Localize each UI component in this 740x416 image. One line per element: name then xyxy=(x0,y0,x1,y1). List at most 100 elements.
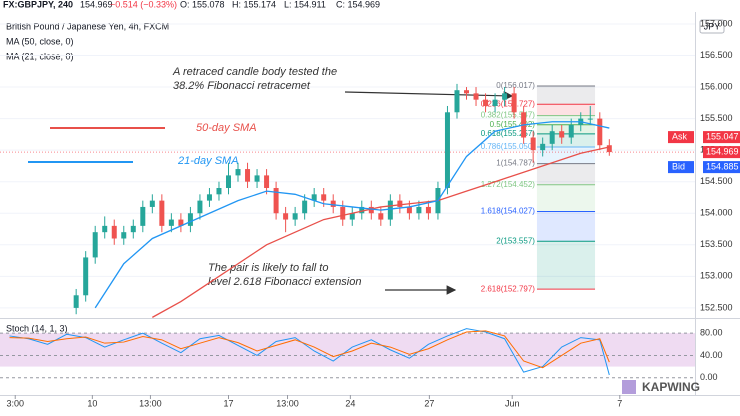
currency: JPY xyxy=(704,21,721,31)
chart-title: British Pound / Japanese Yen, 4h, FXCM xyxy=(6,21,169,31)
currency-box xyxy=(699,19,725,34)
y-tick-label: 152.500 xyxy=(700,302,733,312)
symbol: FX:GBPJPY, 240 xyxy=(3,0,73,9)
candle-body xyxy=(464,90,470,94)
stoch-line xyxy=(9,330,610,369)
price-label: 154.969 xyxy=(706,146,739,156)
header: FX:GBPJPY, 240 154.969 −0.514 (−0.33%) O… xyxy=(3,0,380,9)
candle-body xyxy=(140,206,146,226)
y-tick-label: 154.500 xyxy=(700,176,733,186)
candle-body xyxy=(187,213,193,226)
candle-body xyxy=(416,206,422,214)
y-tick-label: 0.00 xyxy=(700,372,718,382)
fib-label: 1(154.787) xyxy=(496,159,535,168)
candle-body xyxy=(254,175,260,182)
candle-body xyxy=(330,200,336,207)
ma-line xyxy=(94,121,610,309)
fib-band xyxy=(536,146,596,164)
candle-body xyxy=(302,200,308,214)
candle-body xyxy=(264,175,270,189)
candle-body xyxy=(92,232,98,258)
candle-body xyxy=(587,118,593,120)
candle-body xyxy=(197,200,203,214)
legend-entry: MA (50, close, 0) xyxy=(6,36,74,46)
candle-body xyxy=(444,112,450,189)
candle-body xyxy=(206,194,212,201)
candle-body xyxy=(359,206,365,214)
price-label-box xyxy=(703,161,740,174)
fib-band xyxy=(536,115,596,125)
candle-body xyxy=(406,206,412,214)
annotation: The pair is likely to fall to xyxy=(208,262,328,274)
candle-body xyxy=(273,188,279,214)
x-tick-label: 17 xyxy=(223,398,233,408)
candle-body xyxy=(102,225,108,233)
candle-body xyxy=(473,93,479,100)
y-tick-label: 154.000 xyxy=(700,208,733,218)
fib-label: 0.382(155.547) xyxy=(481,111,536,120)
fib-band xyxy=(536,184,596,212)
sma-label: 50-day SMA xyxy=(196,122,257,134)
fib-label: 1.618(154.027) xyxy=(481,207,536,216)
x-tick-label: Jun xyxy=(505,398,520,408)
candle-body xyxy=(159,200,165,226)
annotation: 38.2% Fibonacci retracemet xyxy=(173,80,311,92)
fib-band xyxy=(536,124,596,134)
candle-body xyxy=(606,145,612,153)
candle-body xyxy=(340,206,346,220)
fib-label: 0.618(155.257) xyxy=(481,129,536,138)
candle-body xyxy=(378,213,384,220)
y-tick-label: 40.00 xyxy=(700,350,723,360)
low: L: 154.911 xyxy=(284,0,326,9)
price-tag-box xyxy=(668,161,694,174)
candle-body xyxy=(483,99,489,106)
candle-body xyxy=(111,225,117,239)
candle-body xyxy=(530,137,536,151)
price-tag: Ask xyxy=(672,131,688,141)
candle-body xyxy=(83,257,89,296)
y-tick-label: 156.500 xyxy=(700,50,733,60)
candle-body xyxy=(549,131,555,144)
candle-body xyxy=(149,200,155,207)
candle-body xyxy=(245,169,251,182)
candle-body xyxy=(492,99,498,106)
annotation: A retraced candle body tested the xyxy=(172,66,337,78)
fib-band xyxy=(536,241,596,290)
price-label: 155.047 xyxy=(706,131,739,141)
candle-body xyxy=(454,90,460,113)
fib-band xyxy=(536,163,596,185)
price-label-box xyxy=(703,146,740,159)
legend-entry: MA (21, close, 0) xyxy=(6,51,74,61)
candle-body xyxy=(502,93,508,100)
fib-band xyxy=(536,133,596,147)
annotation: level 2.618 Fibonacci extension xyxy=(208,276,361,288)
x-tick-label: 13:00 xyxy=(276,398,299,408)
x-tick-label: 7 xyxy=(617,398,622,408)
fib-band xyxy=(536,85,596,105)
candle-body xyxy=(178,219,184,226)
close: C: 154.969 xyxy=(336,0,380,9)
fib-label: 2.618(152.797) xyxy=(481,284,536,293)
price-label-box xyxy=(703,131,740,144)
candle-body xyxy=(425,206,431,214)
price-label: 154.885 xyxy=(706,161,739,171)
candle-body xyxy=(540,143,546,151)
candle-body xyxy=(130,225,136,233)
x-tick-label: 24 xyxy=(345,398,355,408)
change: −0.514 (−0.33%) xyxy=(110,0,177,9)
candle-body xyxy=(397,200,403,207)
price-tag: Bid xyxy=(672,161,685,171)
candle-body xyxy=(292,213,298,220)
fib-label: 2(153.557) xyxy=(496,236,535,245)
fib-label: 0.786(155.050) xyxy=(481,142,536,151)
sma-label: 21-day SMA xyxy=(177,155,239,167)
y-tick-label: 80.00 xyxy=(700,328,723,338)
y-tick-label: 156.000 xyxy=(700,81,733,91)
open: O: 155.078 xyxy=(180,0,225,9)
candle-body xyxy=(225,175,231,189)
arrow xyxy=(344,91,514,101)
logo-text: KAPWING xyxy=(642,380,700,394)
fib-label: 0.236(155.727) xyxy=(481,99,536,108)
candle-body xyxy=(168,219,174,226)
